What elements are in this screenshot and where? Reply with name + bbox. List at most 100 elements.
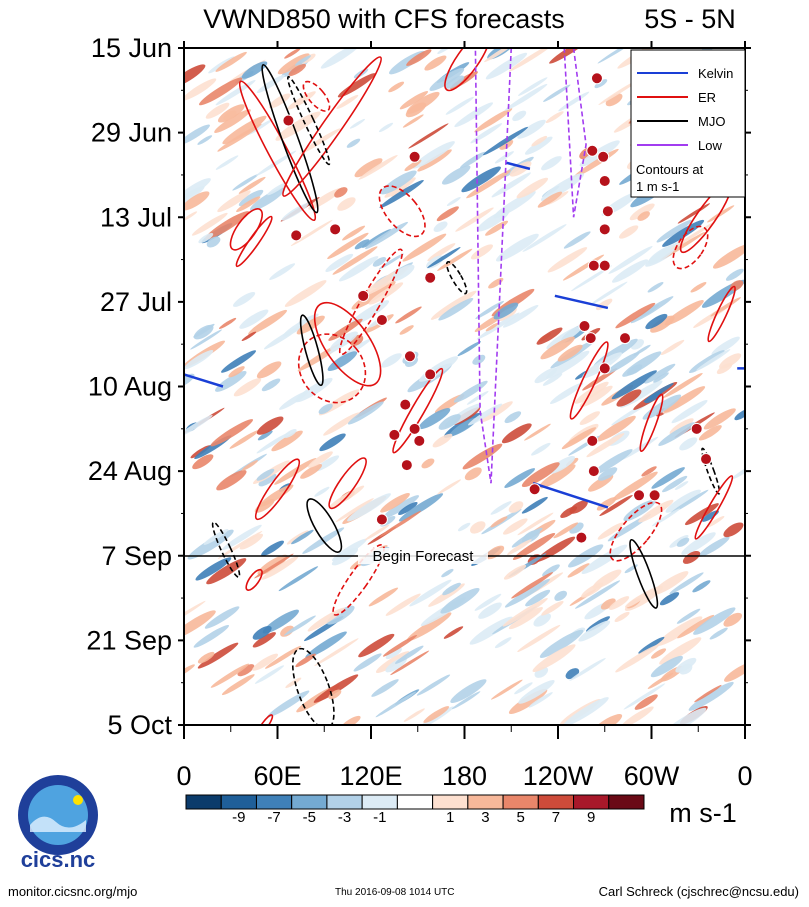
colorbar-bin <box>396 794 434 810</box>
field-streak <box>436 206 459 222</box>
field-streak <box>204 606 240 629</box>
storm-marker <box>575 531 588 544</box>
field-streak <box>197 651 215 664</box>
field-streak <box>193 323 215 338</box>
kelvin-contour <box>554 294 609 310</box>
contour-ellipse <box>286 75 331 166</box>
field-streak <box>319 433 346 452</box>
colorbar-tick-label: -5 <box>303 809 316 826</box>
storm-marker <box>633 489 646 502</box>
field-streak <box>241 331 257 341</box>
field-streak <box>217 123 262 152</box>
field-streak <box>671 400 708 424</box>
field-streak <box>698 536 730 557</box>
field-streak <box>512 110 527 122</box>
field-streak <box>623 683 666 710</box>
chart-region: 5S - 5N <box>644 4 736 34</box>
field-streak <box>382 635 418 657</box>
field-streak <box>614 611 630 623</box>
field-streak <box>676 537 690 547</box>
field-streak <box>660 339 685 356</box>
colorbar-tick-label: -3 <box>338 809 351 826</box>
contour-ellipse <box>261 63 319 214</box>
contour-ellipse <box>701 447 721 495</box>
footer-timestamp: Thu 2016-09-08 1014 UTC <box>335 887 455 898</box>
x-axis: 0 60E 120E 180 120W 60W 0 <box>176 41 753 791</box>
field-streak <box>600 598 616 610</box>
field-streak <box>215 155 239 170</box>
colorbar: -9 -7 -5 -3 -1 1 3 5 7 9 <box>185 794 645 826</box>
field-streak <box>665 489 701 513</box>
field-streak <box>494 151 514 164</box>
field-streak <box>693 607 736 635</box>
colorbar-bin <box>291 794 328 810</box>
forecast-label: Begin Forecast <box>373 548 475 565</box>
field-streak <box>372 257 387 267</box>
field-streak <box>247 119 273 136</box>
field-streak <box>504 578 550 608</box>
field-streak <box>675 657 697 673</box>
field-streak <box>536 327 563 345</box>
storm-marker <box>282 114 295 127</box>
field-streak <box>478 602 502 619</box>
field-streak <box>284 429 297 438</box>
field-streak <box>239 309 269 329</box>
storm-marker <box>586 144 599 157</box>
field-streak <box>663 372 703 398</box>
field-streak <box>248 309 287 335</box>
field-streak <box>205 102 230 119</box>
field-streak <box>390 650 430 676</box>
storm-marker <box>424 368 437 381</box>
field-streak <box>624 591 651 608</box>
field-streak <box>261 378 281 392</box>
field-streak <box>582 368 618 391</box>
field-streak <box>364 221 409 250</box>
field-streak <box>217 190 251 213</box>
field-streak <box>221 674 255 696</box>
field-streak <box>516 177 549 199</box>
field-streak <box>663 707 707 725</box>
field-streak <box>650 655 683 678</box>
field-streak <box>288 63 306 76</box>
field-streak <box>388 81 405 93</box>
field-streak <box>184 211 198 221</box>
field-streak <box>517 119 546 139</box>
field-streak <box>403 708 425 722</box>
storm-marker <box>690 422 703 435</box>
footer-url[interactable]: monitor.cicsnc.org/mjo <box>8 884 138 899</box>
field-streak <box>502 518 528 535</box>
low-contour <box>474 48 513 484</box>
field-streak <box>236 196 261 213</box>
kelvin-contour <box>532 482 609 509</box>
field-streak <box>342 225 366 241</box>
field-streak <box>676 608 701 624</box>
field-streak <box>504 83 548 111</box>
colorbar-bin <box>220 794 257 810</box>
field-streak <box>669 418 694 435</box>
field-streak <box>682 550 701 564</box>
storm-marker <box>399 398 412 411</box>
field-streak <box>347 493 391 522</box>
field-streak <box>358 633 395 658</box>
x-tick-label: 0 <box>176 761 191 791</box>
field-streak <box>280 625 295 637</box>
field-streak <box>611 370 657 400</box>
field-streak <box>579 385 613 408</box>
field-streak <box>326 340 350 355</box>
field-streak <box>241 61 268 79</box>
field-streak <box>450 679 487 704</box>
field-streak <box>252 632 276 648</box>
field-streak <box>416 674 451 696</box>
field-streak <box>327 232 369 260</box>
field-streak <box>338 256 379 282</box>
field-streak <box>474 108 513 133</box>
field-streak <box>391 264 415 282</box>
colorbar-bin <box>255 794 293 810</box>
field-streak <box>399 325 414 335</box>
field-streak <box>723 612 743 627</box>
contour-ellipse <box>211 521 241 578</box>
field-streak <box>261 556 299 580</box>
field-streak <box>354 239 370 250</box>
field-streak <box>254 665 285 684</box>
field-streak <box>490 501 512 515</box>
